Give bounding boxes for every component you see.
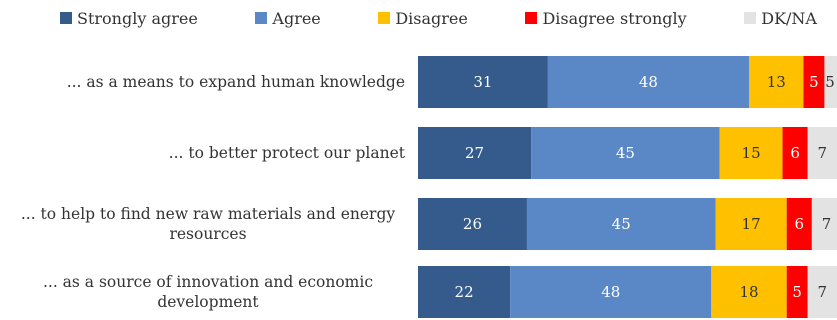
legend-entry-dk-na: DK/NA [744, 9, 817, 28]
legend-entry-disagree: Disagree [378, 9, 468, 28]
data-label-dk-na-1: 5 [825, 73, 835, 91]
category-label-3-line-2: resources [169, 225, 246, 243]
bar-disagree-3 [715, 198, 787, 250]
legend-swatch [255, 12, 268, 24]
legend-label: Strongly agree [77, 8, 198, 28]
data-label-disagree-strongly-4: 5 [792, 283, 802, 301]
bar-dk-na-1 [824, 56, 837, 108]
data-label-disagree-strongly-3: 6 [795, 215, 805, 233]
bar-disagree-strongly-4 [786, 266, 808, 318]
legend-swatch [744, 12, 757, 24]
legend-swatch [60, 12, 72, 24]
data-label-disagree-3: 17 [742, 215, 761, 233]
data-label-agree-2: 45 [616, 144, 635, 162]
legend-swatch [378, 12, 391, 24]
data-label-disagree-strongly-1: 5 [809, 73, 819, 91]
bar-disagree-1 [749, 56, 804, 108]
bar-disagree-strongly-1 [803, 56, 825, 108]
bar-disagree-4 [711, 266, 787, 318]
bar-area: 31 48 13 5 527 45 15 6 726 45 17 6 722 48 18 5 7 [418, 56, 837, 318]
data-label-agree-1: 48 [639, 73, 658, 91]
bar-disagree-strongly-2 [782, 127, 808, 179]
chart-legend: Strongly agree Agree Disagree Disagree stro… [0, 0, 837, 36]
bar-disagree-2 [719, 127, 783, 179]
data-label-strongly-agree-1: 31 [473, 73, 492, 91]
bar-dk-na-2 [807, 127, 837, 179]
legend-entry-strongly-agree: Strongly agree [60, 9, 198, 28]
data-label-dk-na-2: 7 [818, 144, 828, 162]
data-label-disagree-4: 18 [739, 283, 758, 301]
bar-dk-na-3 [811, 198, 837, 250]
category-label-1: ... as a means to expand human knowledge [67, 73, 405, 91]
data-label-disagree-1: 13 [767, 73, 786, 91]
data-label-agree-4: 48 [601, 283, 620, 301]
bar-strongly-agree-1 [418, 56, 548, 108]
bar-dk-na-4 [807, 266, 837, 318]
data-label-strongly-agree-4: 22 [455, 283, 474, 301]
category-label-2: ... to better protect our planet [169, 144, 406, 162]
legend-label: Disagree strongly [542, 8, 687, 28]
category-label-4-line-1: ... as a source of innovation and econom… [43, 273, 373, 291]
bar-agree-2 [531, 127, 720, 179]
legend-label: Agree [272, 8, 321, 28]
bar-strongly-agree-3 [418, 198, 527, 250]
data-label-disagree-strongly-2: 6 [790, 144, 800, 162]
bar-strongly-agree-4 [418, 266, 511, 318]
bar-agree-3 [526, 198, 716, 250]
category-label-3-line-1: ... to help to find new raw materials an… [21, 205, 396, 223]
category-labels: ... as a means to expand human knowledge… [21, 73, 406, 311]
bar-agree-1 [547, 56, 750, 108]
legend-label: DK/NA [761, 8, 817, 28]
legend-entry-disagree-strongly: Disagree strongly [525, 8, 687, 28]
bar-agree-4 [510, 266, 712, 318]
data-label-dk-na-4: 7 [818, 283, 828, 301]
data-label-dk-na-3: 7 [822, 215, 832, 233]
data-label-agree-3: 45 [612, 215, 631, 233]
bar-disagree-strongly-3 [786, 198, 812, 250]
category-label-4-line-2: development [157, 293, 259, 311]
legend-label: Disagree [395, 8, 468, 28]
data-label-strongly-agree-2: 27 [465, 144, 484, 162]
data-label-strongly-agree-3: 26 [463, 215, 482, 233]
legend-entry-agree: Agree [255, 8, 321, 28]
data-label-disagree-2: 15 [742, 144, 761, 162]
legend-swatch [525, 12, 538, 24]
bar-strongly-agree-2 [418, 127, 532, 179]
